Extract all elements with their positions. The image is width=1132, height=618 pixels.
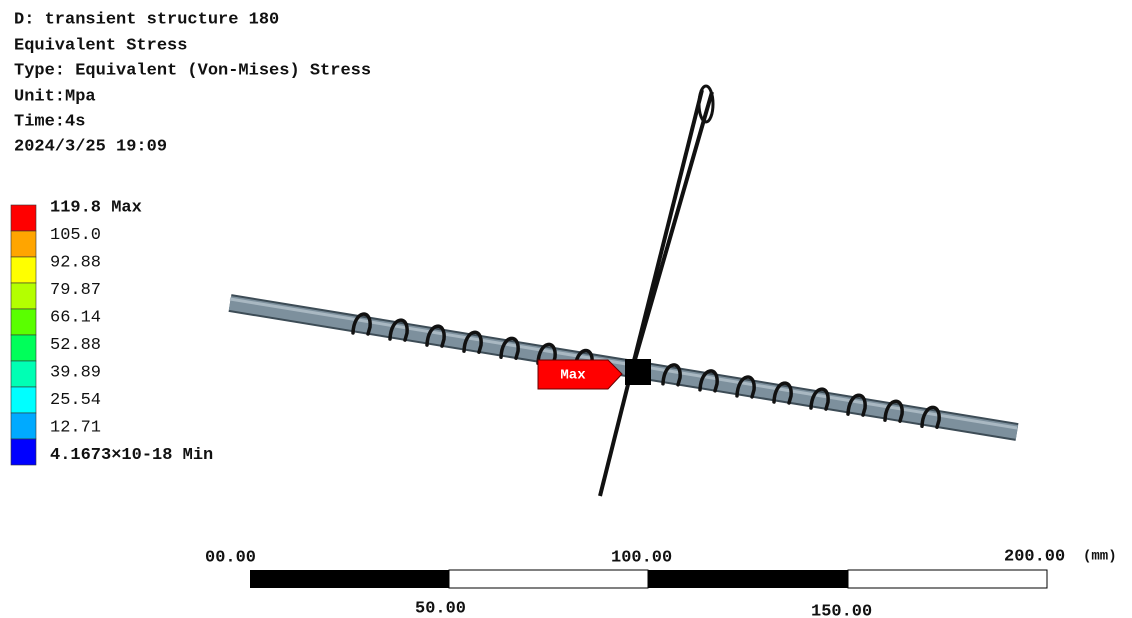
legend-label: 66.14: [50, 308, 101, 327]
legend: 119.8 Max 105.0 92.88 79.87 66.14 52.88 39.89 2…: [11, 198, 213, 465]
header-line: D: transient structure 180: [14, 10, 279, 29]
legend-label: 52.88: [50, 336, 101, 355]
max-node: [625, 359, 651, 385]
legend-swatch: [11, 257, 36, 283]
legend-swatch: [11, 205, 36, 231]
scale-segment: [648, 570, 848, 588]
wire: [600, 90, 702, 496]
scale-segment: [449, 570, 648, 588]
max-flag-label: Max: [560, 368, 586, 384]
legend-swatch: [11, 413, 36, 439]
scale-segment: [250, 570, 449, 588]
legend-swatch: [11, 231, 36, 257]
legend-label: 39.89: [50, 363, 101, 382]
rod: [230, 303, 1017, 432]
legend-label: 4.1673×10-18 Min: [50, 446, 213, 465]
legend-label: 79.87: [50, 281, 101, 300]
scale-label: 200.00: [1004, 547, 1065, 566]
legend-label: 105.0: [50, 226, 101, 245]
header-line: Type: Equivalent (Von-Mises) Stress: [14, 61, 371, 80]
legend-swatch: [11, 387, 36, 413]
header-line: Time:4s: [14, 112, 85, 131]
legend-label: 92.88: [50, 253, 101, 272]
legend-label: 12.71: [50, 418, 101, 437]
scale-label: 100.00: [611, 548, 672, 567]
legend-swatch: [11, 439, 36, 465]
model: Max: [230, 86, 1017, 496]
header: D: transient structure 180 Equivalent St…: [14, 10, 371, 156]
legend-label: 25.54: [50, 391, 101, 410]
scale-label: 00.00: [205, 548, 256, 567]
scale-unit: (mm): [1083, 549, 1117, 565]
result-view: D: transient structure 180 Equivalent St…: [0, 0, 1132, 618]
header-line: 2024/3/25 19:09: [14, 137, 167, 156]
scale-label: 150.00: [811, 602, 872, 618]
scale-bar: 00.00 100.00 200.00 (mm) 50.00 150.00: [205, 547, 1117, 618]
legend-swatch: [11, 335, 36, 361]
header-line: Equivalent Stress: [14, 36, 187, 55]
wire: [632, 92, 712, 370]
legend-swatch: [11, 283, 36, 309]
scale-segment: [848, 570, 1047, 588]
legend-label: 119.8 Max: [50, 198, 142, 217]
legend-swatch: [11, 309, 36, 335]
legend-swatch: [11, 361, 36, 387]
header-line: Unit:Mpa: [14, 87, 96, 106]
scale-label: 50.00: [415, 599, 466, 618]
